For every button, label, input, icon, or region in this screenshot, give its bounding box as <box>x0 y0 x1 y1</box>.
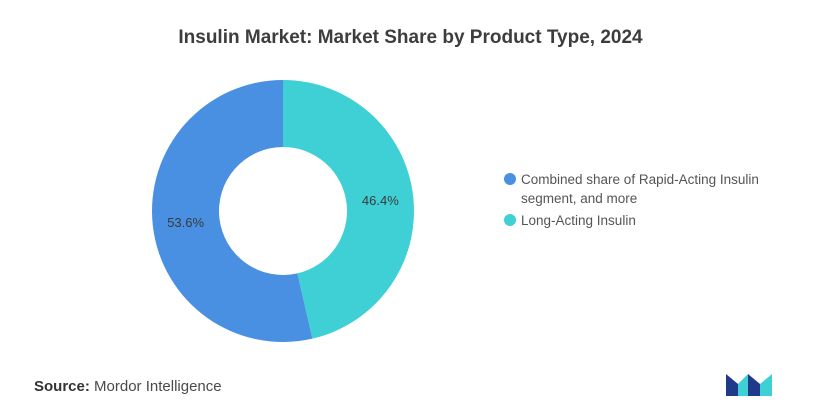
source-label: Source: <box>34 378 90 395</box>
mordor-intelligence-logo-icon <box>726 374 772 396</box>
source-value: Mordor Intelligence <box>94 378 222 395</box>
legend-item-rapid-acting: Combined share of Rapid-Acting Insulin s… <box>504 170 804 208</box>
slice-value-label-0: 46.4% <box>362 193 399 208</box>
chart-title: Insulin Market: Market Share by Product … <box>178 27 643 48</box>
chart-legend: Combined share of Rapid-Acting Insulin s… <box>504 170 804 233</box>
donut-slice-1 <box>152 80 313 342</box>
legend-item-long-acting: Long-Acting Insulin <box>504 211 804 230</box>
legend-label-long-acting: Long-Acting Insulin <box>521 213 636 228</box>
donut-slice-0 <box>283 80 415 339</box>
source-footer: Source: Mordor Intelligence <box>34 378 222 395</box>
legend-label-rapid-acting: Combined share of Rapid-Acting Insulin s… <box>521 172 759 206</box>
slice-value-label-1: 53.6% <box>167 215 204 230</box>
legend-swatch-rapid-acting <box>504 173 516 185</box>
legend-swatch-long-acting <box>504 214 516 226</box>
